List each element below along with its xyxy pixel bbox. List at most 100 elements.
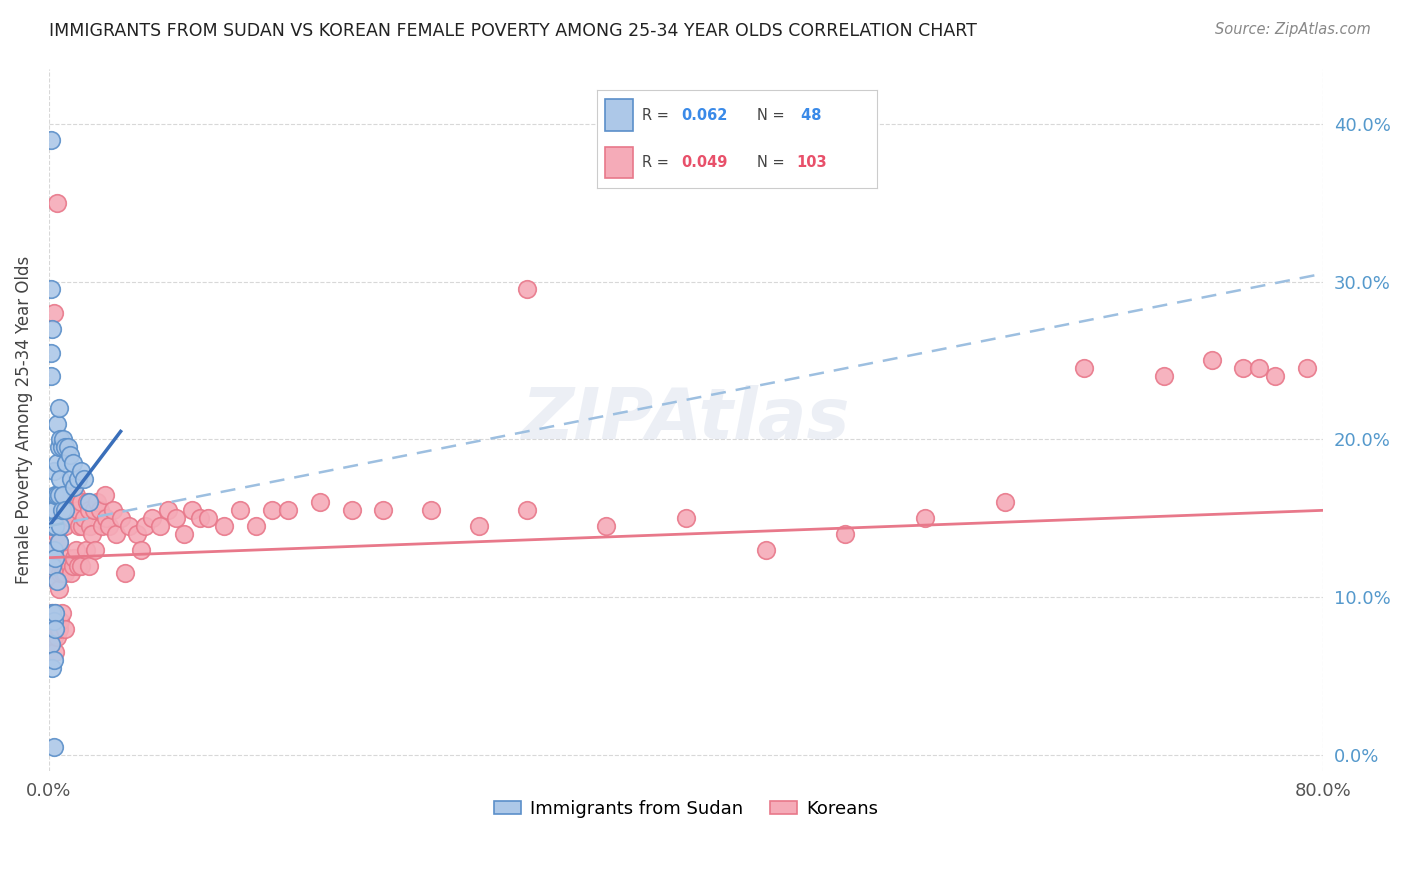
Legend: Immigrants from Sudan, Koreans: Immigrants from Sudan, Koreans [486,792,886,825]
Point [188,511,211,525]
Point [42,464,65,478]
Point [48,440,70,454]
Point [63,550,86,565]
Point [62,456,84,470]
Point [80,527,103,541]
Point [63,480,86,494]
Point [1296,361,1319,376]
Point [60,566,83,581]
Point [229,503,252,517]
Point [66,503,89,517]
Point [516,282,538,296]
Point [62,558,84,573]
Point [516,503,538,517]
Point [63,495,86,509]
Point [45,527,67,541]
Point [41,606,63,620]
Point [51,503,73,517]
Point [45,195,67,210]
Point [49,566,72,581]
Point [45,574,67,589]
Point [39,637,62,651]
Point [44,519,66,533]
Point [48,622,70,636]
Point [45,487,67,501]
Point [41,542,63,557]
Point [197,511,219,525]
Point [125,527,148,541]
Point [44,550,66,565]
Point [93,487,115,501]
Point [45,417,67,431]
Point [245,519,267,533]
Point [39,282,62,296]
Point [59,558,82,573]
Point [98,519,121,533]
Point [77,503,100,517]
Point [52,503,75,517]
Point [48,535,70,549]
Point [59,503,82,517]
Point [73,472,96,486]
Point [420,503,443,517]
Point [55,558,77,573]
Point [53,566,76,581]
Point [114,566,136,581]
Point [48,535,70,549]
Point [42,519,65,533]
Point [56,550,79,565]
Point [69,558,91,573]
Point [260,503,283,517]
Point [62,487,84,501]
Point [117,519,139,533]
Point [79,519,101,533]
Point [52,487,75,501]
Point [834,527,856,541]
Point [41,519,63,533]
Point [1073,361,1095,376]
Point [55,503,77,517]
Point [134,519,156,533]
Point [89,503,111,517]
Point [1201,353,1223,368]
Point [51,606,73,620]
Point [49,614,72,628]
Point [86,495,108,509]
Point [84,542,107,557]
Point [373,503,395,517]
Point [72,519,94,533]
Point [165,511,187,525]
Point [69,464,91,478]
Point [131,542,153,557]
Point [49,519,72,533]
Point [42,542,65,557]
Point [59,448,82,462]
Point [53,503,76,517]
Point [595,519,617,533]
Point [45,630,67,644]
Point [66,472,89,486]
Point [77,495,100,509]
Point [51,511,73,525]
Y-axis label: Female Poverty Among 25-34 Year Olds: Female Poverty Among 25-34 Year Olds [15,255,32,583]
Point [1249,361,1271,376]
Point [468,519,491,533]
Point [42,614,65,628]
Point [66,558,89,573]
Point [44,487,66,501]
Point [42,566,65,581]
Point [76,495,98,509]
Point [42,503,65,517]
Point [45,574,67,589]
Point [42,306,65,320]
Text: Source: ZipAtlas.com: Source: ZipAtlas.com [1215,22,1371,37]
Point [41,558,63,573]
Point [212,519,235,533]
Point [110,511,132,525]
Point [51,558,73,573]
Point [149,519,172,533]
Point [44,645,66,659]
Point [1153,369,1175,384]
Point [73,511,96,525]
Point [75,542,97,557]
